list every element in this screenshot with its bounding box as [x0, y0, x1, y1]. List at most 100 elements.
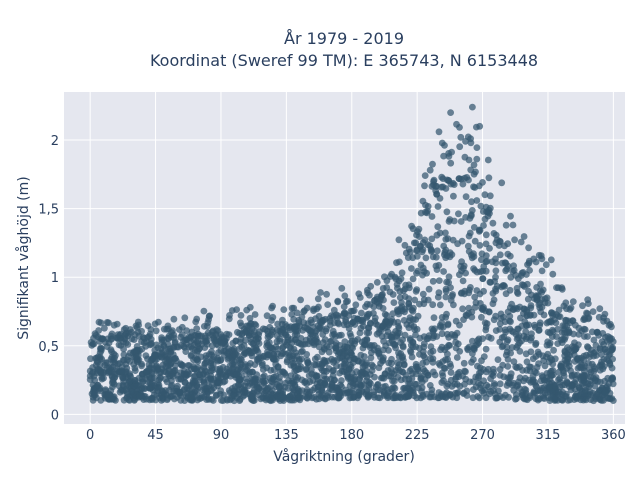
x-tick-label: 180: [339, 428, 364, 443]
scatter-point: [372, 320, 380, 328]
scatter-point: [363, 367, 370, 375]
scatter-point: [425, 332, 433, 340]
scatter-point: [375, 329, 383, 336]
scatter-point: [170, 331, 178, 339]
scatter-point: [468, 198, 475, 206]
scatter-point: [395, 236, 403, 244]
scatter-point: [409, 254, 417, 262]
scatter-point: [197, 366, 205, 374]
scatter-point: [609, 375, 617, 383]
scatter-point: [365, 310, 373, 318]
scatter-point: [105, 390, 113, 398]
scatter-point: [427, 349, 434, 356]
scatter-point: [344, 344, 351, 351]
scatter-point: [144, 334, 152, 341]
scatter-point: [496, 326, 504, 333]
scatter-point: [470, 344, 478, 352]
scatter-point: [418, 248, 426, 256]
scatter-point: [340, 321, 348, 329]
scatter-point: [458, 237, 466, 245]
scatter-point: [554, 325, 561, 333]
scatter-point: [479, 275, 487, 282]
scatter-point: [498, 343, 506, 351]
scatter-point: [285, 349, 292, 357]
scatter-points: [86, 103, 617, 405]
scatter-point: [255, 385, 263, 393]
scatter-point: [193, 355, 201, 363]
scatter-point: [481, 191, 489, 199]
scatter-point: [476, 290, 484, 298]
scatter-point: [278, 350, 286, 357]
scatter-point: [540, 357, 548, 364]
scatter-point: [310, 393, 318, 401]
scatter-point: [396, 258, 403, 266]
scatter-point: [96, 349, 104, 357]
scatter-point: [482, 323, 490, 331]
scatter-point: [587, 391, 594, 399]
scatter-point: [292, 349, 299, 356]
scatter-point: [286, 392, 294, 400]
scatter-point: [374, 380, 382, 388]
scatter-point: [579, 302, 586, 310]
scatter-point: [453, 354, 461, 361]
scatter-point: [328, 337, 335, 345]
scatter-point: [134, 351, 142, 359]
scatter-point: [433, 231, 441, 239]
scatter-point: [305, 360, 313, 368]
x-tick-labels: 0 45 90 135 180 225 270 315 360: [86, 428, 626, 443]
scatter-point: [609, 344, 616, 351]
scatter-point: [524, 261, 531, 268]
scatter-point: [298, 387, 306, 394]
scatter-point: [520, 233, 528, 240]
scatter-point: [242, 350, 250, 357]
scatter-point: [430, 314, 438, 322]
scatter-point: [295, 316, 303, 324]
scatter-point: [259, 325, 267, 333]
scatter-point: [592, 348, 599, 356]
scatter-point: [200, 379, 208, 387]
scatter-point: [164, 322, 172, 330]
scatter-point: [225, 354, 233, 362]
scatter-point: [181, 314, 189, 322]
scatter-point: [445, 218, 453, 225]
scatter-point: [343, 372, 351, 379]
scatter-point: [120, 351, 128, 358]
scatter-point: [590, 336, 598, 344]
scatter-point: [502, 221, 510, 229]
scatter-point: [385, 372, 393, 380]
scatter-point: [579, 373, 587, 381]
scatter-point: [159, 387, 166, 395]
scatter-point: [91, 330, 99, 338]
scatter-point: [98, 375, 106, 383]
scatter-point: [99, 335, 107, 343]
scatter-point: [532, 341, 539, 348]
scatter-point: [538, 267, 546, 275]
scatter-point: [506, 380, 513, 387]
scatter-point: [420, 340, 428, 347]
scatter-point: [574, 356, 582, 364]
scatter-point: [297, 296, 304, 304]
scatter-point: [349, 307, 357, 315]
scatter-point: [89, 388, 97, 396]
scatter-point: [237, 319, 244, 327]
scatter-point: [529, 372, 537, 380]
scatter-point: [162, 357, 169, 365]
scatter-point: [486, 192, 494, 200]
scatter-point: [445, 150, 452, 157]
scatter-point: [355, 388, 363, 396]
scatter-point: [269, 354, 277, 362]
scatter-point: [164, 334, 172, 342]
scatter-point: [504, 308, 512, 316]
scatter-point: [267, 344, 275, 351]
scatter-point: [457, 218, 465, 225]
scatter-point: [484, 156, 492, 164]
scatter-point: [342, 366, 350, 374]
scatter-point: [367, 354, 375, 362]
scatter-point: [496, 320, 504, 327]
scatter-point: [507, 373, 514, 381]
scatter-point: [357, 324, 365, 332]
scatter-point: [363, 377, 370, 385]
scatter-point: [606, 359, 614, 367]
scatter-point: [473, 144, 481, 152]
scatter-point: [535, 350, 543, 358]
